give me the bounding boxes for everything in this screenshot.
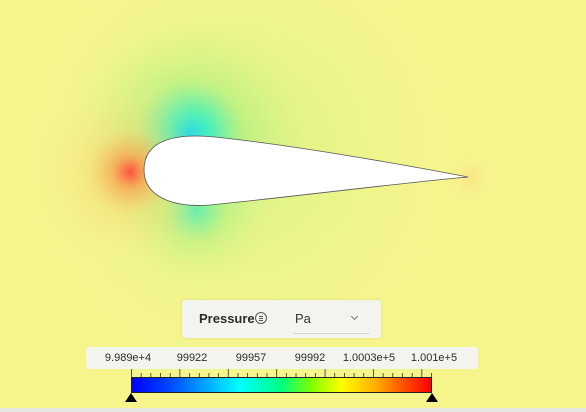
variable-label: Pressure [199, 311, 255, 326]
list-menu-icon[interactable] [255, 312, 267, 324]
tick-label: 9.989e+4 [104, 352, 152, 364]
unit-value: Pa [295, 311, 311, 326]
unit-dropdown[interactable]: Pa [293, 307, 369, 334]
min-range-handle[interactable] [125, 393, 137, 402]
tick-label: 99992 [294, 352, 326, 364]
tick-label: 1.001e+5 [410, 352, 458, 364]
tick-label: 1.0003e+5 [342, 352, 396, 364]
max-range-handle[interactable] [426, 393, 438, 402]
legend-tick-labels: 9.989e+4 99922 99957 99992 1.0003e+5 1.0… [86, 347, 478, 369]
bottom-border [0, 408, 586, 412]
tick-label: 99957 [235, 352, 267, 364]
colorbar [131, 377, 432, 393]
legend-variable-panel: Pressure Pa [182, 300, 381, 338]
chevron-down-icon [350, 312, 359, 321]
airfoil [143, 135, 469, 206]
tick-label: 99922 [176, 352, 208, 364]
